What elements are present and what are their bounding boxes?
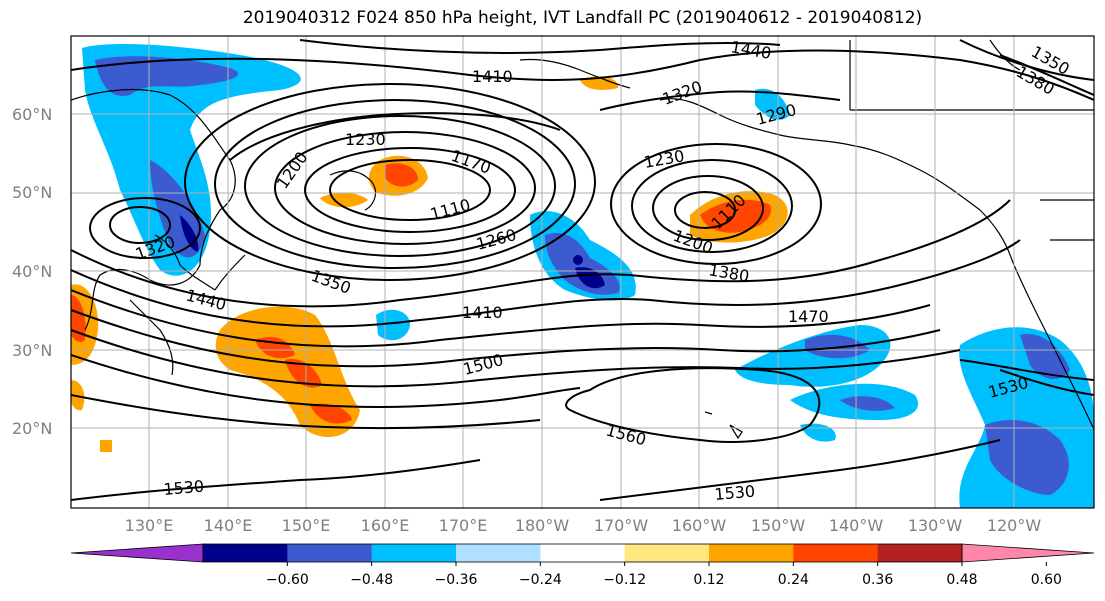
lon-label: 140°E [204,516,253,535]
colorbar-segment [877,544,963,562]
colorbar-extension-high [961,543,1095,563]
lat-label: 60°N [12,105,52,124]
colorbar: −0.60 −0.48 −0.36 −0.24 −0.12 0.12 0.24 0.36 0.4… [70,543,1095,588]
height-contours [71,39,1094,501]
colorbar-segment [540,544,626,562]
contour-label: 1470 [788,307,829,326]
lon-label: 150°E [282,516,331,535]
colorbar-segment [203,544,288,562]
colorbar-segment [709,544,794,562]
colorbar-segment [793,544,879,562]
colorbar-segment [287,544,373,562]
colorbar-extension-low [70,543,204,563]
lon-label: 120°W [987,516,1042,535]
lat-label: 40°N [12,262,52,281]
contour-label: 1410 [462,303,503,322]
contour-label: 1410 [472,67,513,86]
contour-label: 1530 [714,482,756,504]
colorbar-tick-label: 0.12 [693,572,724,588]
lon-label: 150°W [751,516,806,535]
colorbar-tick-label: −0.48 [350,572,393,588]
map-title: 2019040312 F024 850 hPa height, IVT Land… [242,8,923,28]
lon-label: 140°W [829,516,884,535]
colorbar-tick-label: 0.24 [778,572,809,588]
lat-label: 20°N [12,419,52,438]
latitude-labels: 60°N 50°N 40°N 30°N 20°N [12,105,52,438]
lon-label: 170°E [439,516,488,535]
colorbar-segment [371,544,457,562]
colorbar-tick-label: −0.12 [603,572,646,588]
lon-label: 180°W [515,516,570,535]
lon-label: 130°W [908,516,963,535]
colorbar-outline [202,543,963,563]
colorbar-tick-label: 0.36 [862,572,893,588]
colorbar-tick-label: −0.24 [519,572,562,588]
colorbar-tick-label: −0.60 [266,572,309,588]
colorbar-tick-label: 0.60 [1031,572,1062,588]
lat-label: 50°N [12,183,52,202]
colorbar-tick-label: 0.48 [946,572,977,588]
longitude-labels: 130°E 140°E 150°E 160°E 170°E 180°W 170°… [125,516,1042,535]
lon-label: 130°E [125,516,174,535]
plot-frame [70,35,1095,509]
lon-label: 160°E [361,516,410,535]
colorbar-segment [456,544,541,562]
graticule [71,36,1094,508]
colorbar-tick-label: −0.36 [435,572,478,588]
contour-label: 1530 [163,477,205,499]
lon-label: 170°W [594,516,649,535]
lon-label: 160°W [672,516,727,535]
contour-label: 1230 [345,130,386,149]
lat-label: 30°N [12,341,52,360]
colorbar-segment [624,544,710,562]
